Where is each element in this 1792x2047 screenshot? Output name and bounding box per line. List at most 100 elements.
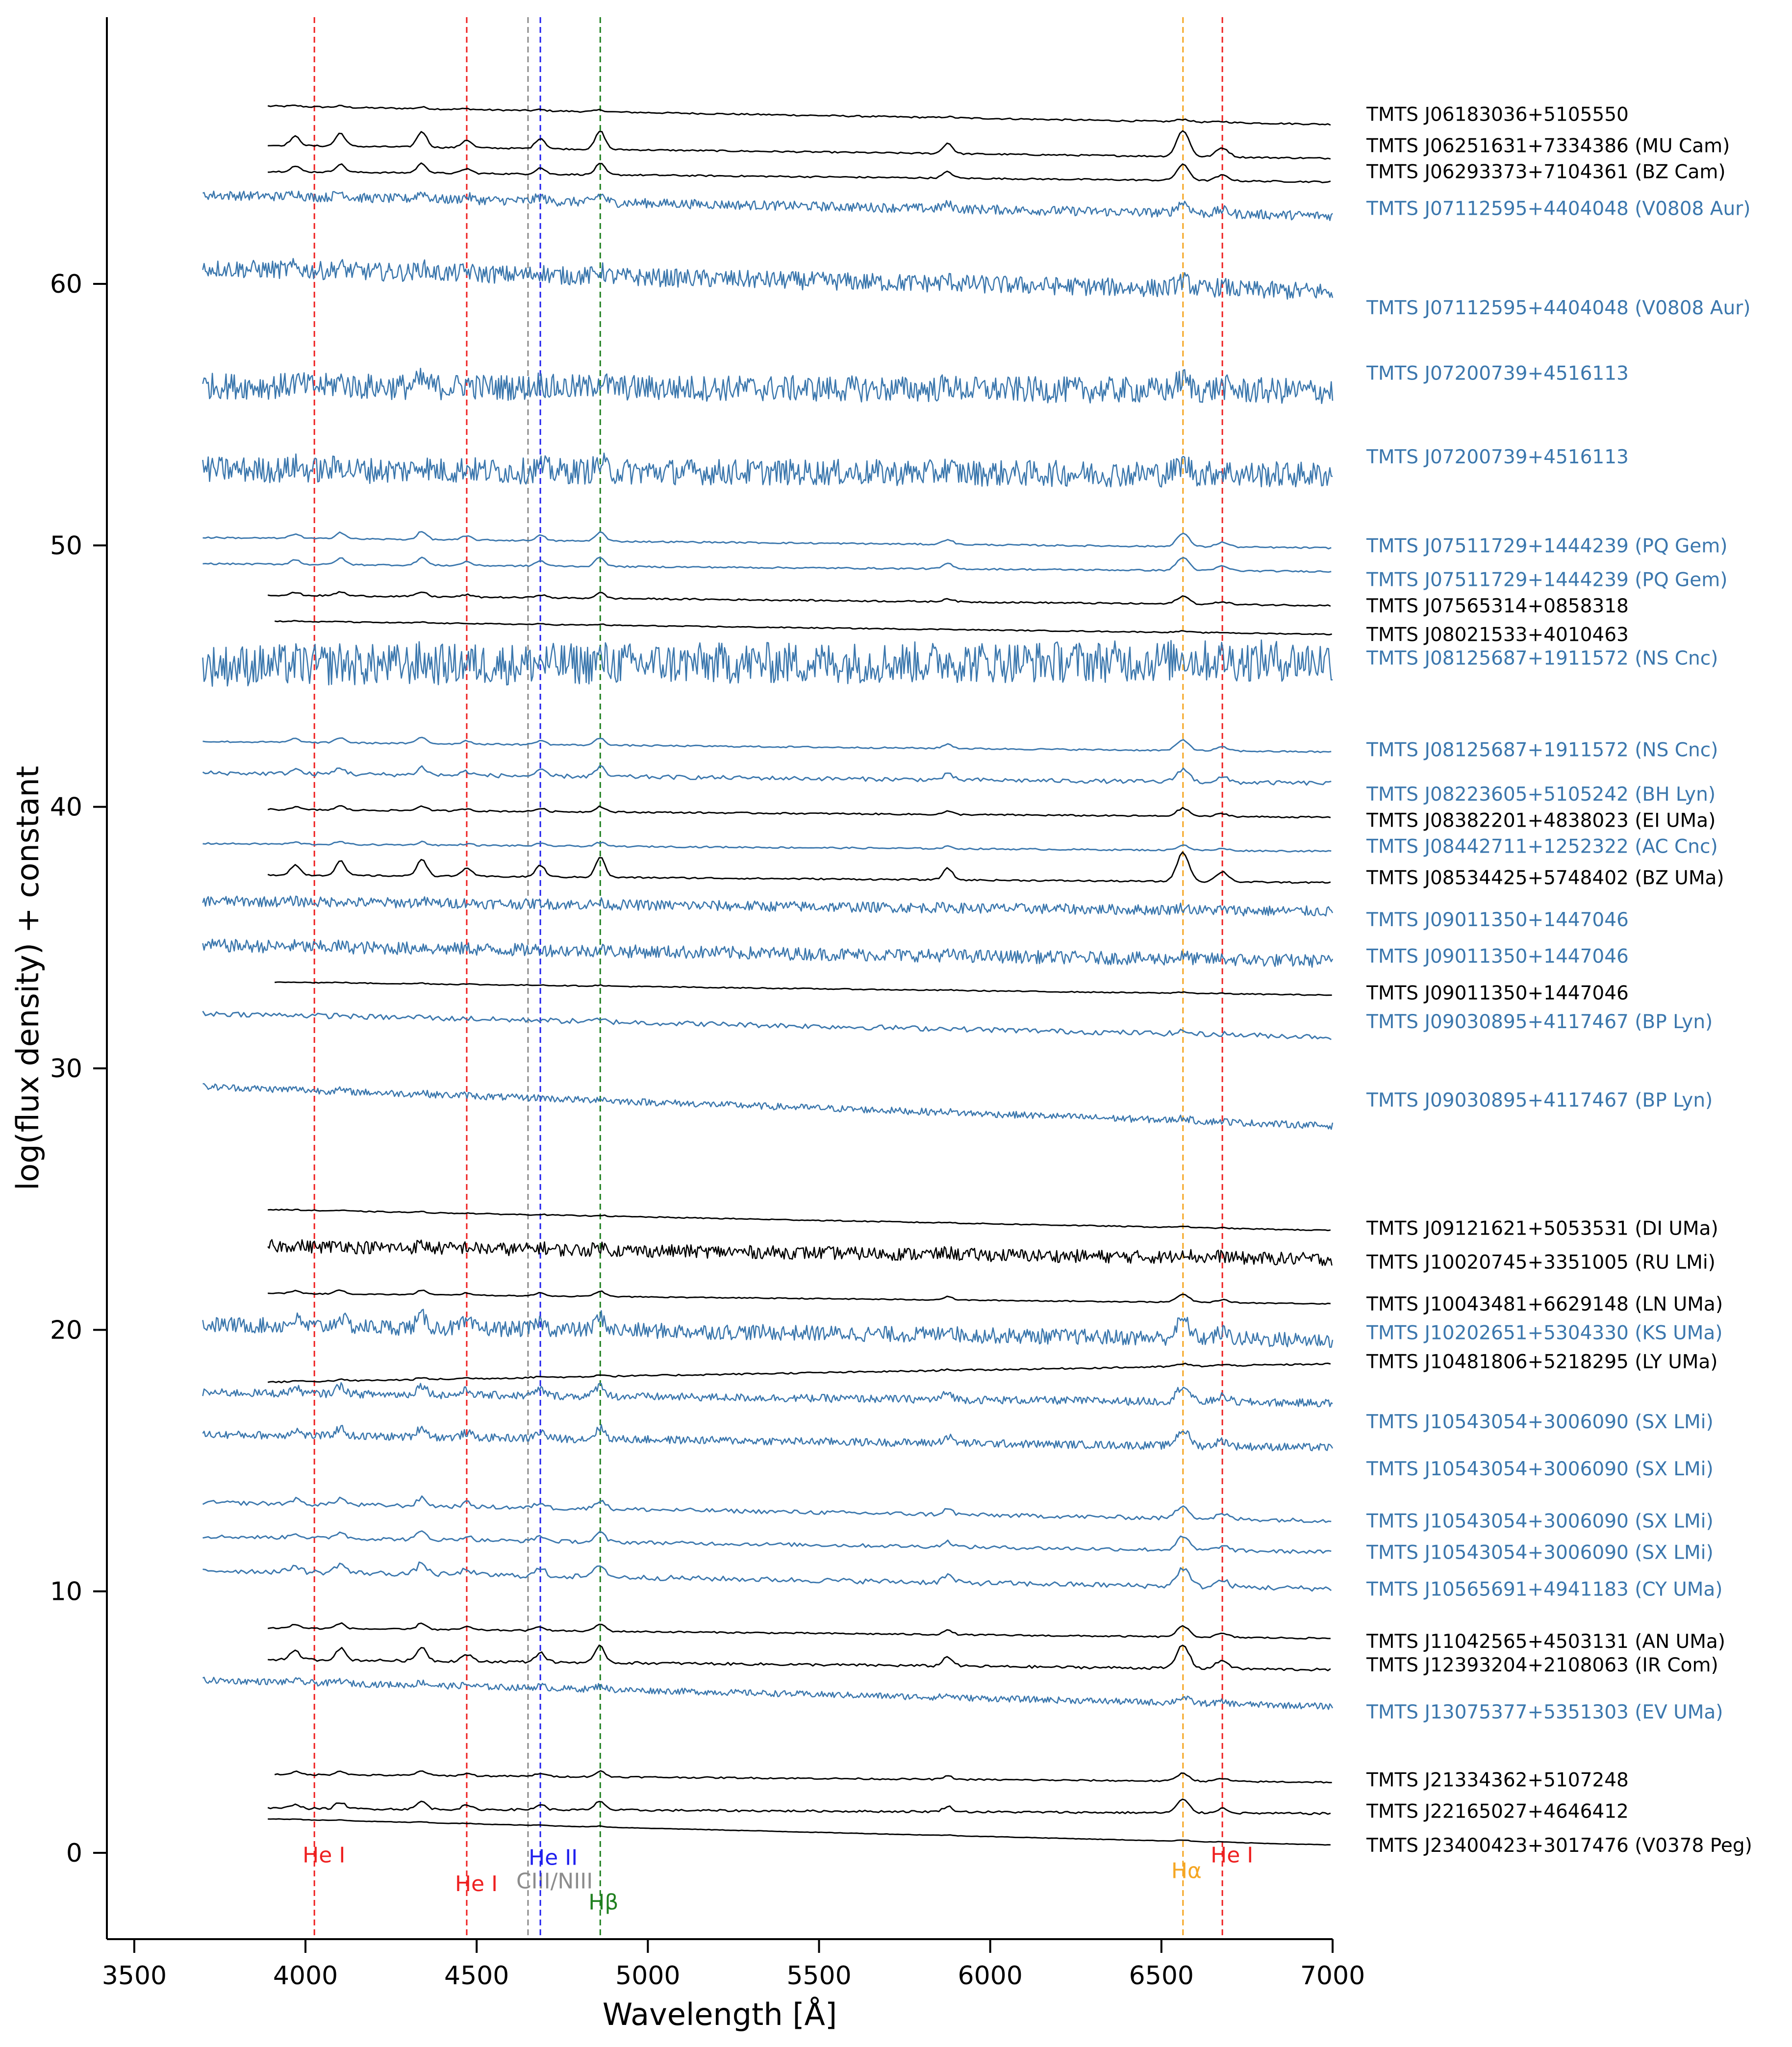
y-tick-label: 0 — [66, 1839, 82, 1868]
spectrum-line — [268, 162, 1331, 183]
spectrum-label: TMTS J10481806+5218295 (LY UMa) — [1366, 1351, 1718, 1373]
spectrum-label: TMTS J11042565+4503131 (AN UMa) — [1366, 1631, 1725, 1653]
x-tick-label: 3500 — [102, 1961, 167, 1991]
spectrum-label: TMTS J08534425+5748402 (BZ UMa) — [1366, 867, 1724, 889]
spectrum-label: TMTS J09030895+4117467 (BP Lyn) — [1366, 1011, 1713, 1033]
spectrum-line — [268, 1818, 1331, 1846]
reference-line-label: He I — [1211, 1843, 1253, 1868]
spectrum-line — [202, 1495, 1332, 1523]
spectrum-label: TMTS J10543054+3006090 (SX LMi) — [1366, 1411, 1714, 1433]
reference-line-label: CIII/NIII — [516, 1869, 593, 1894]
spectrum-label: TMTS J10020745+3351005 (RU LMi) — [1366, 1252, 1716, 1274]
spectrum-line — [274, 620, 1332, 635]
y-tick-label: 60 — [50, 270, 82, 299]
spectrum-line — [202, 367, 1334, 404]
spectrum-label: TMTS J08125687+1911572 (NS Cnc) — [1366, 648, 1718, 670]
spectrum-line — [202, 1561, 1332, 1592]
spectrum-line — [267, 1363, 1331, 1384]
spectrum-line — [202, 765, 1332, 786]
y-tick-label: 30 — [50, 1054, 82, 1084]
spectrum-label: TMTS J09011350+1447046 — [1366, 909, 1629, 931]
spectrum-line — [267, 1798, 1331, 1816]
spectrum-line — [202, 1382, 1333, 1408]
spectrum-label: TMTS J09030895+4117467 (BP Lyn) — [1366, 1089, 1713, 1112]
spectrum-line — [275, 981, 1332, 996]
spectrum-label: TMTS J23400423+3017476 (V0378 Peg) — [1366, 1835, 1752, 1857]
spectrum-label: TMTS J07565314+0858318 — [1366, 595, 1629, 617]
y-axis-title: log(flux density) + constant — [10, 766, 46, 1190]
spectrum-line — [202, 1309, 1334, 1348]
y-tick-label: 50 — [50, 531, 82, 560]
spectrum-label: TMTS J22165027+4646412 — [1366, 1801, 1629, 1823]
x-tick-label: 6000 — [958, 1961, 1023, 1991]
axes — [106, 17, 1333, 1940]
spectrum-label: TMTS J09121621+5053531 (DI UMa) — [1366, 1217, 1718, 1239]
spectrum-label: TMTS J07511729+1444239 (PQ Gem) — [1366, 569, 1727, 591]
spectrum-label: TMTS J10202651+5304330 (KS UMa) — [1366, 1322, 1722, 1344]
spectrum-line — [202, 190, 1333, 221]
x-tick-label: 6500 — [1129, 1961, 1194, 1991]
reference-line-label: He I — [303, 1843, 345, 1868]
spectrum-line — [202, 1530, 1332, 1554]
spectrum-label: TMTS J07200739+4516113 — [1366, 362, 1629, 384]
spectrum-label: TMTS J07112595+4404048 (V0808 Aur) — [1366, 297, 1750, 319]
spectrum-label: TMTS J10565691+4941183 (CY UMa) — [1366, 1578, 1723, 1600]
x-tick-label: 4000 — [273, 1961, 338, 1991]
spectrum-line — [202, 1083, 1334, 1130]
spectrum-line — [268, 1209, 1331, 1232]
spectrum-line — [202, 938, 1334, 968]
spectrum-line — [274, 1770, 1332, 1784]
y-tick-label: 10 — [50, 1577, 82, 1607]
x-tick-label: 5500 — [786, 1961, 851, 1991]
spectrum-line — [202, 1011, 1332, 1040]
spectrum-labels: TMTS J06183036+5105550 TMTS J06251631+733… — [1366, 103, 1752, 1857]
spectrum-line — [267, 591, 1331, 607]
spectrum-label: TMTS J10043481+6629148 (LN UMa) — [1366, 1293, 1723, 1315]
spectrum-label: TMTS J08125687+1911572 (NS Cnc) — [1366, 739, 1718, 761]
x-tick-label: 7000 — [1300, 1961, 1365, 1991]
y-tick-label: 20 — [50, 1315, 82, 1345]
spectrum-line — [267, 1622, 1331, 1640]
spectrum-line — [202, 639, 1333, 687]
reference-line-label: Hα — [1171, 1858, 1202, 1883]
spectrum-line — [202, 1676, 1334, 1710]
spectrum-label: TMTS J06183036+5105550 — [1366, 103, 1629, 126]
spectrum-line — [268, 1289, 1331, 1305]
x-ticks: 3500 4000 4500 5000 5500 6000 6500 7000 — [102, 1939, 1365, 1991]
spectrum-label: TMTS J08382201+4838023 (EI UMa) — [1366, 809, 1716, 832]
spectrum-label: TMTS J09011350+1447046 — [1366, 982, 1629, 1004]
spectrum-label: TMTS J10543054+3006090 (SX LMi) — [1366, 1458, 1714, 1480]
spectrum-label: TMTS J08021533+4010463 — [1366, 624, 1629, 646]
spectrum-line — [202, 453, 1333, 488]
spectrum-line — [202, 531, 1332, 550]
spectrum-label: TMTS J09011350+1447046 — [1366, 946, 1629, 968]
spectrum-label: TMTS J12393204+2108063 (IR Com) — [1366, 1654, 1718, 1676]
spectrum-label: TMTS J08223605+5105242 (BH Lyn) — [1366, 783, 1716, 806]
spectrum-line — [267, 851, 1331, 884]
spectrum-label: TMTS J06293373+7104361 (BZ Cam) — [1366, 161, 1726, 183]
spectrum-label: TMTS J10543054+3006090 (SX LMi) — [1366, 1511, 1714, 1533]
spectrum-line — [202, 1424, 1334, 1452]
x-axis-title: Wavelength [Å] — [603, 1996, 837, 2032]
spectrum-label: TMTS J10543054+3006090 (SX LMi) — [1366, 1542, 1714, 1564]
x-tick-label: 4500 — [444, 1961, 509, 1991]
y-tick-label: 40 — [50, 793, 82, 822]
spectrum-line — [202, 895, 1334, 917]
reference-line-label: He I — [455, 1871, 498, 1896]
spectrum-line — [268, 1644, 1331, 1672]
spectrum-label: TMTS J07511729+1444239 (PQ Gem) — [1366, 535, 1727, 557]
spectrum-label: TMTS J07200739+4516113 — [1366, 446, 1629, 468]
reference-line-label: He II — [529, 1845, 578, 1870]
spectrum-label: TMTS J06251631+7334386 (MU Cam) — [1366, 135, 1730, 157]
spectrum-line — [267, 104, 1331, 126]
spectrum-label: TMTS J21334362+5107248 — [1366, 1769, 1629, 1792]
spectra-series — [202, 104, 1334, 1846]
spectrum-line — [202, 736, 1332, 754]
spectrum-line — [268, 130, 1331, 160]
reference-line-label: Hβ — [588, 1890, 618, 1915]
spectrum-line — [202, 840, 1332, 853]
x-tick-label: 5000 — [615, 1961, 680, 1991]
spectrum-label: TMTS J13075377+5351303 (EV UMa) — [1366, 1701, 1723, 1723]
